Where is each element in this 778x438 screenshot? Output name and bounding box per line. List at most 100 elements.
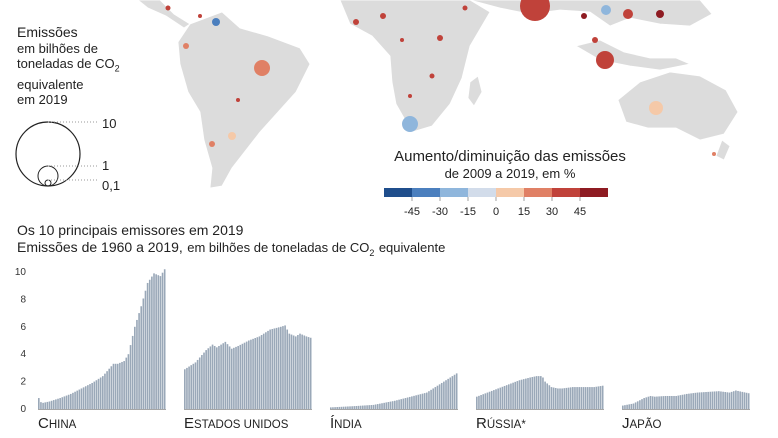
bar: [398, 399, 400, 409]
bar: [209, 346, 212, 409]
indonesia-shape: [574, 39, 692, 71]
bar: [582, 387, 585, 409]
bar: [510, 383, 512, 409]
bar: [739, 391, 741, 409]
bar: [277, 327, 280, 409]
bar: [269, 329, 271, 409]
bar: [280, 326, 282, 409]
bar: [286, 329, 289, 409]
bar: [188, 366, 190, 409]
bar: [664, 395, 667, 409]
bar: [643, 398, 645, 409]
bar: [80, 388, 83, 409]
bar: [307, 337, 310, 409]
color-tick-label: 0: [493, 206, 499, 218]
bar: [595, 386, 598, 409]
bar: [527, 378, 529, 409]
series-label: ÍNDIA: [330, 415, 362, 432]
bar: [497, 388, 499, 409]
bar: [127, 354, 130, 409]
bar: [673, 395, 675, 409]
bar: [411, 396, 413, 409]
bar: [726, 392, 729, 409]
bar: [245, 341, 248, 409]
bar: [666, 395, 669, 409]
bar: [265, 332, 267, 409]
bar: [121, 361, 123, 409]
bar: [722, 391, 724, 409]
bar: [131, 335, 134, 409]
bar: [421, 393, 424, 409]
new-zealand-shape: [715, 139, 731, 161]
bar: [48, 401, 51, 409]
bar: [692, 393, 695, 409]
color-swatch: [468, 188, 496, 197]
bar: [226, 344, 229, 409]
bar: [525, 378, 527, 409]
bar: [686, 393, 688, 409]
bar: [563, 388, 566, 409]
africa-shape: [339, 0, 491, 133]
bar: [535, 376, 538, 409]
bar: [347, 406, 349, 409]
bar: [205, 350, 207, 409]
bar: [495, 389, 497, 409]
bar: [258, 336, 261, 409]
color-legend: Aumento/diminuição das emissões de 2009 …: [360, 148, 660, 182]
bar: [683, 394, 686, 409]
emission-bubbles: [165, 0, 716, 156]
bar: [417, 394, 420, 409]
bar: [540, 376, 542, 409]
bar: [99, 377, 102, 409]
size-level-10: 10: [102, 118, 116, 131]
bar: [591, 387, 593, 409]
bar: [351, 406, 353, 409]
bar: [55, 399, 57, 409]
bar: [299, 333, 301, 409]
bar: [38, 398, 40, 409]
bar: [78, 389, 81, 409]
bar: [297, 335, 299, 409]
bar: [290, 334, 293, 409]
bar: [129, 345, 132, 409]
bar: [119, 362, 121, 409]
series-label: JAPÃO: [622, 415, 662, 432]
bar: [89, 384, 91, 409]
bar: [488, 391, 491, 409]
color-swatch: [440, 188, 468, 197]
bar: [254, 338, 257, 409]
bar: [239, 344, 242, 409]
bar: [512, 382, 514, 409]
bar: [626, 404, 628, 409]
bar: [203, 352, 205, 409]
bar: [681, 394, 684, 409]
bar: [344, 406, 347, 409]
chart-header-line1: Os 10 principais emissores em 2019: [17, 222, 244, 238]
bar: [745, 392, 748, 409]
bar: [554, 387, 557, 409]
bar: [698, 392, 701, 409]
color-tick-label: -30: [432, 206, 448, 218]
bar: [389, 401, 392, 409]
bar: [243, 342, 246, 409]
bar: [436, 385, 439, 409]
bar: [184, 369, 186, 409]
bar: [63, 396, 66, 409]
bar: [104, 373, 106, 409]
bar: [40, 402, 42, 409]
bar: [589, 387, 591, 409]
bar: [478, 395, 480, 409]
size-legend-line1: em bilhões de: [17, 41, 98, 56]
bar: [476, 396, 478, 409]
bar: [636, 401, 639, 409]
bar: [355, 405, 358, 409]
bar: [639, 400, 641, 409]
bar: [303, 335, 306, 409]
bar: [569, 387, 572, 409]
series-label: ESTADOS UNIDOS: [184, 415, 289, 432]
bar: [737, 390, 739, 409]
bar: [552, 387, 555, 409]
bar: [228, 346, 231, 409]
bar: [357, 405, 360, 409]
bar: [211, 344, 214, 409]
